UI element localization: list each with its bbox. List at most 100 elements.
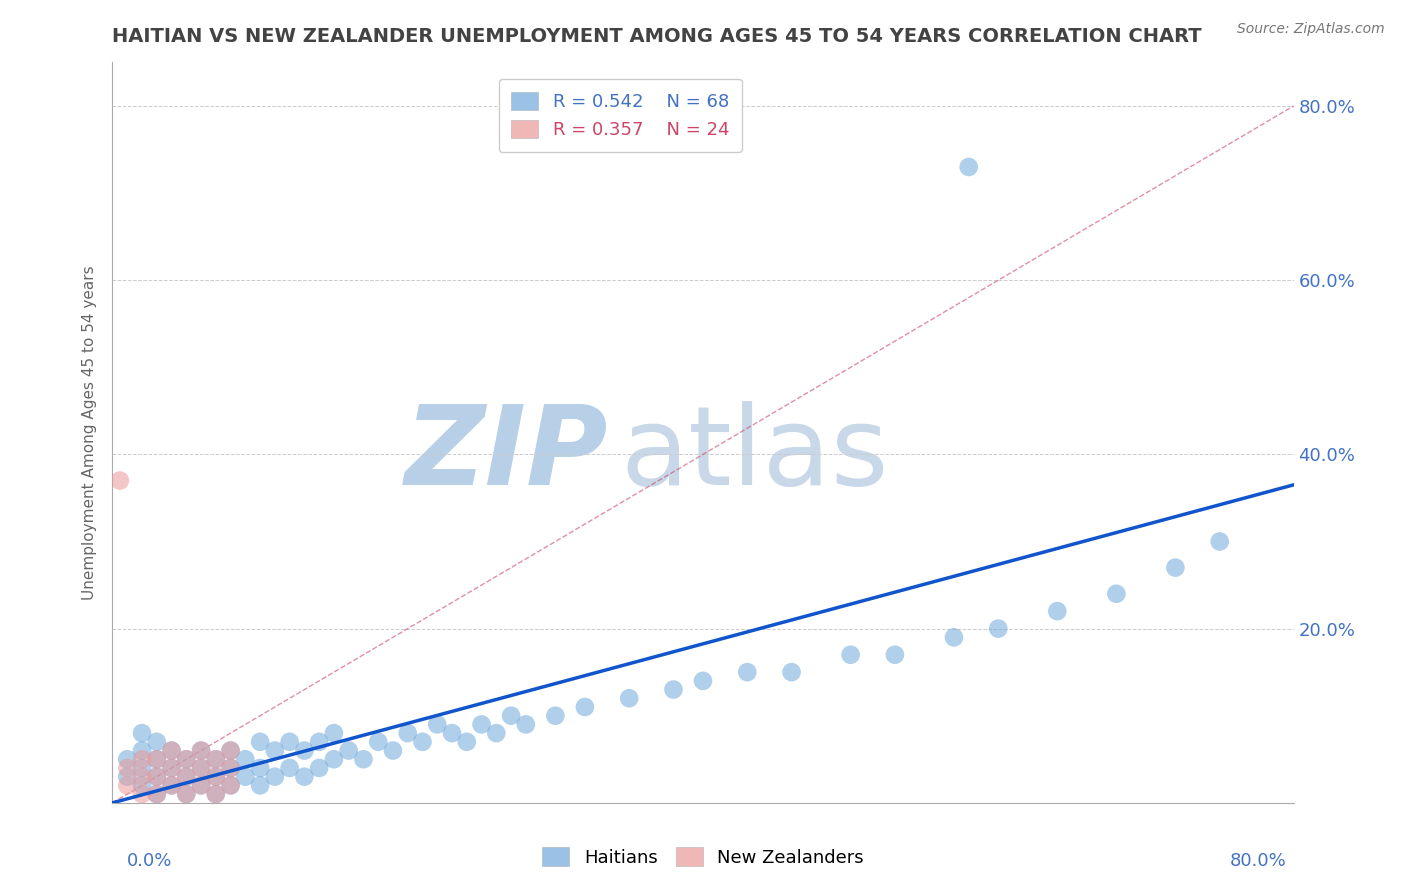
Point xyxy=(292,743,315,757)
Point xyxy=(323,726,346,740)
Text: atlas: atlas xyxy=(620,401,889,508)
Point xyxy=(662,682,685,697)
Point xyxy=(205,770,228,784)
Point xyxy=(485,726,508,740)
Y-axis label: Unemployment Among Ages 45 to 54 years: Unemployment Among Ages 45 to 54 years xyxy=(82,265,97,600)
Point xyxy=(146,770,169,784)
Point xyxy=(174,787,197,801)
Point xyxy=(117,761,138,775)
Point xyxy=(264,743,287,757)
Point xyxy=(426,717,449,731)
Point xyxy=(131,752,153,766)
Point xyxy=(131,787,153,801)
Point xyxy=(884,648,907,662)
Point xyxy=(278,735,301,749)
Point xyxy=(205,770,228,784)
Point xyxy=(174,770,197,784)
Text: 80.0%: 80.0% xyxy=(1230,852,1286,870)
Point xyxy=(190,761,212,775)
Point xyxy=(174,787,197,801)
Legend: R = 0.542    N = 68, R = 0.357    N = 24: R = 0.542 N = 68, R = 0.357 N = 24 xyxy=(499,78,742,152)
Point xyxy=(190,778,212,792)
Point xyxy=(205,787,228,801)
Point xyxy=(160,778,183,792)
Point xyxy=(544,708,567,723)
Point xyxy=(501,708,523,723)
Point xyxy=(323,752,346,766)
Point xyxy=(117,752,138,766)
Point xyxy=(308,761,330,775)
Point xyxy=(146,787,169,801)
Point xyxy=(174,770,197,784)
Point xyxy=(131,770,153,784)
Point xyxy=(233,752,256,766)
Text: 0.0%: 0.0% xyxy=(127,852,172,870)
Text: Source: ZipAtlas.com: Source: ZipAtlas.com xyxy=(1237,22,1385,37)
Point xyxy=(1046,604,1069,618)
Point xyxy=(146,752,169,766)
Point xyxy=(780,665,803,680)
Point xyxy=(987,622,1010,636)
Point xyxy=(160,743,183,757)
Point xyxy=(205,787,228,801)
Point xyxy=(1208,534,1232,549)
Point xyxy=(108,474,131,488)
Point xyxy=(1105,587,1128,601)
Point xyxy=(957,160,980,174)
Point xyxy=(219,743,242,757)
Point xyxy=(160,778,183,792)
Point xyxy=(249,778,271,792)
Point xyxy=(131,761,153,775)
Point xyxy=(574,700,596,714)
Point xyxy=(264,770,287,784)
Point xyxy=(292,770,315,784)
Point xyxy=(131,778,153,792)
Point xyxy=(131,726,153,740)
Point xyxy=(160,761,183,775)
Point xyxy=(839,648,862,662)
Point xyxy=(174,752,197,766)
Point xyxy=(382,743,405,757)
Point xyxy=(190,743,212,757)
Point xyxy=(619,691,641,706)
Point xyxy=(278,761,301,775)
Point xyxy=(146,752,169,766)
Point xyxy=(249,735,271,749)
Point xyxy=(515,717,537,731)
Point xyxy=(190,743,212,757)
Point xyxy=(249,761,271,775)
Point xyxy=(308,735,330,749)
Point xyxy=(146,735,169,749)
Point xyxy=(117,770,138,784)
Point xyxy=(1164,560,1187,574)
Point xyxy=(160,743,183,757)
Point xyxy=(117,778,138,792)
Point xyxy=(160,761,183,775)
Point xyxy=(219,761,242,775)
Point xyxy=(146,787,169,801)
Point xyxy=(737,665,759,680)
Point xyxy=(205,752,228,766)
Point xyxy=(692,673,714,688)
Point xyxy=(219,761,242,775)
Text: HAITIAN VS NEW ZEALANDER UNEMPLOYMENT AMONG AGES 45 TO 54 YEARS CORRELATION CHAR: HAITIAN VS NEW ZEALANDER UNEMPLOYMENT AM… xyxy=(112,27,1202,45)
Point xyxy=(337,743,360,757)
Point xyxy=(441,726,464,740)
Point xyxy=(131,743,153,757)
Point xyxy=(219,778,242,792)
Text: ZIP: ZIP xyxy=(405,401,609,508)
Legend: Haitians, New Zealanders: Haitians, New Zealanders xyxy=(536,840,870,874)
Point xyxy=(233,770,256,784)
Point xyxy=(367,735,389,749)
Point xyxy=(146,770,169,784)
Point xyxy=(219,743,242,757)
Point xyxy=(219,778,242,792)
Point xyxy=(174,752,197,766)
Point xyxy=(205,752,228,766)
Point xyxy=(456,735,478,749)
Point xyxy=(190,761,212,775)
Point xyxy=(352,752,374,766)
Point xyxy=(942,630,965,644)
Point xyxy=(411,735,433,749)
Point xyxy=(396,726,419,740)
